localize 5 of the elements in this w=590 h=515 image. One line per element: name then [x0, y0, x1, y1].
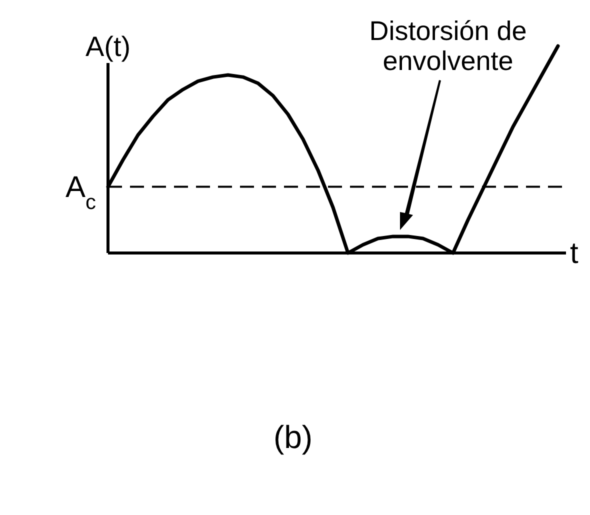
x-axis-title: t [570, 237, 579, 270]
y-axis-title: A(t) [85, 31, 131, 62]
annotation: Distorsión de envolvente [369, 16, 527, 76]
ref-line-label: A$_{c}$ [65, 170, 96, 214]
text: (b) [273, 419, 313, 455]
